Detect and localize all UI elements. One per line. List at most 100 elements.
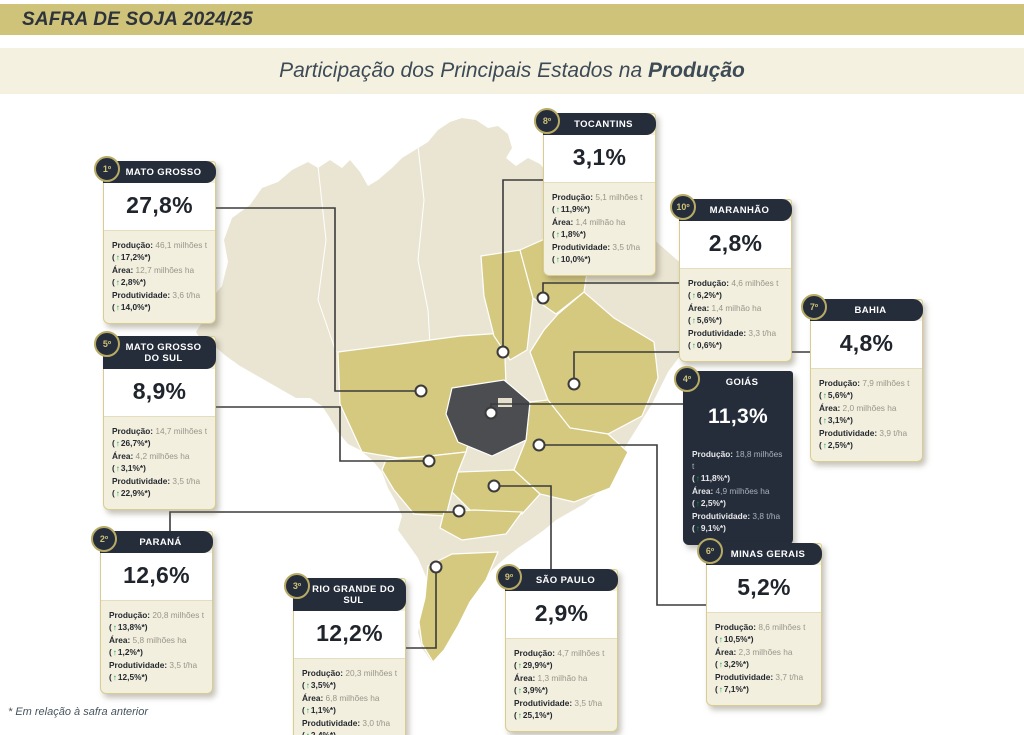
state-metrics: Produção: 20,3 milhões t (↑3,5%*) Área: … [294,658,405,735]
state-metrics: Produção: 4,7 milhões t (↑29,9%*) Área: … [506,638,617,731]
state-metrics: Produção: 20,8 milhões t (↑13,8%*) Área:… [101,600,212,693]
area-line: Área: 1,3 milhão ha [514,673,588,684]
up-arrow-icon: ↑ [115,438,120,449]
up-arrow-icon: ↑ [695,498,700,509]
area-change: (↑1,2%*) [109,647,143,658]
up-arrow-icon: ↑ [115,488,120,499]
connector-mato-grosso [215,207,421,392]
share-percent: 27,8% [104,183,215,230]
producao-change: (↑26,7%*) [112,438,151,449]
area-line: Área: 1,4 milhão ha [552,217,626,228]
area-change: (↑1,1%*) [302,705,336,716]
area-change: (↑3,2%*) [715,659,749,670]
producao-change: (↑13,8%*) [109,622,148,633]
map-state-minas-gerais [513,399,629,503]
area-change: (↑1,8%*) [552,229,586,240]
area-change: (↑3,9%*) [514,685,548,696]
marker-maranhao [536,291,550,305]
area-line: Área: 5,8 milhões ha [109,635,187,646]
producao-change: (↑3,5%*) [302,680,336,691]
area-change: (↑3,1%*) [112,463,146,474]
state-metrics: Produção: 18,8 milhões t (↑11,8%*) Área:… [684,440,792,544]
page-title: SAFRA DE SOJA 2024/25 [22,8,253,30]
up-arrow-icon: ↑ [691,340,696,351]
state-name: SÃO PAULO [505,569,618,591]
up-arrow-icon: ↑ [115,302,120,313]
rank-badge: 1º [94,156,120,182]
producao-line: Produção: 4,6 milhões t [688,278,779,288]
state-metrics: Produção: 14,7 milhões t (↑26,7%*) Área:… [104,416,215,509]
area-line: Área: 4,9 milhões ha [692,486,770,497]
produtividade-change: (↑25,1%*) [514,710,553,721]
state-name: BAHIA [810,299,923,321]
up-arrow-icon: ↑ [305,705,310,716]
subtitle-regular: Participação dos Principais Estados na [279,59,648,82]
up-arrow-icon: ↑ [718,659,723,670]
producao-change: (↑6,2%*) [688,290,722,301]
share-percent: 5,2% [707,565,821,612]
up-arrow-icon: ↑ [115,277,120,288]
producao-line: Produção: 46,1 milhões t [112,240,207,250]
producao-change: (↑10,5%*) [715,634,754,645]
produtividade-change: (↑10,0%*) [552,254,591,265]
share-percent: 12,2% [294,611,405,658]
produtividade-change: (↑2,4%*) [302,729,397,735]
state-name: MARANHÃO [679,199,792,221]
rank-badge: 4º [674,366,700,392]
card-rio-grande-do-sul: 3º RIO GRANDE DO SUL 12,2% Produção: 20,… [284,573,406,735]
state-metrics: Produção: 4,6 milhões t (↑6,2%*) Área: 1… [680,268,791,361]
subtitle-bold: Produção [648,59,745,82]
card-mato-grosso-do-sul: 5º MATO GROSSO DO SUL 8,9% Produção: 14,… [94,331,216,511]
marker-minas-gerais [532,438,546,452]
producao-line: Produção: 4,7 milhões t [514,648,605,658]
card-sao-paulo: 9º SÃO PAULO 2,9% Produção: 4,7 milhões … [496,564,618,733]
produtividade-change: (↑12,5%*) [109,672,148,683]
up-arrow-icon: ↑ [112,647,117,658]
produtividade-line: Produtividade: 3,6 t/ha [112,290,201,301]
produtividade-change: (↑14,0%*) [112,302,151,313]
share-percent: 11,3% [684,393,792,440]
connector-mato-grosso-do-sul [215,406,429,462]
area-line: Área: 2,0 milhões ha [819,403,897,414]
up-arrow-icon: ↑ [115,463,120,474]
rank-badge: 10º [670,194,696,220]
connector-rio-grande-do-sul [401,567,437,649]
produtividade-change: (↑22,9%*) [112,488,151,499]
map-state-mato-grosso-do-sul [381,451,467,517]
card-mato-grosso: 1º MATO GROSSO 27,8% Produção: 46,1 milh… [94,156,216,325]
connector-sao-paulo [494,485,552,569]
produtividade-change: (↑7,1%*) [715,684,749,695]
share-percent: 4,8% [811,321,922,368]
up-arrow-icon: ↑ [691,315,696,326]
up-arrow-icon: ↑ [555,254,560,265]
rank-badge: 9º [496,564,522,590]
state-name: RIO GRANDE DO SUL [293,578,406,611]
marker-parana [452,504,466,518]
producao-line: Produção: 5,1 milhões t [552,192,643,202]
state-name: TOCANTINS [543,113,656,135]
area-change: (↑5,6%*) [688,315,722,326]
up-arrow-icon: ↑ [555,204,560,215]
rank-badge: 5º [94,331,120,357]
produtividade-line: Produtividade: 3,5 t/ha [109,660,198,671]
area-line: Área: 2,3 milhões ha [715,647,793,658]
connector-tocantins [502,179,543,352]
producao-line: Produção: 20,3 milhões t [302,668,397,678]
marker-mato-grosso [414,384,428,398]
rank-badge: 6º [697,538,723,564]
produtividade-line: Produtividade: 3,0 t/ha [302,718,391,729]
up-arrow-icon: ↑ [112,672,117,683]
card-parana: 2º PARANÁ 12,6% Produção: 20,8 milhões t… [91,526,213,695]
producao-line: Produção: 14,7 milhões t [112,426,207,436]
state-name: MATO GROSSO DO SUL [103,336,216,369]
producao-change: (↑29,9%*) [514,660,553,671]
produtividade-change: (↑9,1%*) [692,523,726,534]
producao-change: (↑17,2%*) [112,252,151,263]
share-percent: 2,9% [506,591,617,638]
area-change: (↑2,8%*) [112,277,146,288]
marker-mato-grosso-do-sul [422,454,436,468]
up-arrow-icon: ↑ [695,523,700,534]
up-arrow-icon: ↑ [115,252,120,263]
area-line: Área: 4,2 milhões ha [112,451,190,462]
